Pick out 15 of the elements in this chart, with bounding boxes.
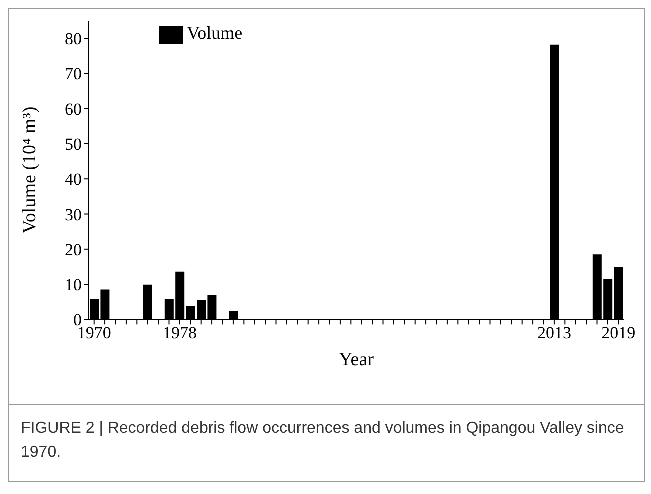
y-tick-label: 60 — [65, 100, 82, 119]
y-tick-label: 80 — [65, 30, 82, 49]
x-tick-label: 2019 — [602, 324, 636, 343]
legend-label: Volume — [187, 23, 243, 43]
x-tick-label: 2013 — [537, 324, 572, 343]
y-tick-label: 30 — [65, 205, 82, 224]
y-tick-label: 40 — [65, 170, 82, 190]
y-axis-title: Volume (10⁴ m³) — [20, 106, 41, 234]
x-axis-title: Year — [338, 350, 375, 371]
y-tick-label: 70 — [65, 64, 82, 84]
y-tick-label: 50 — [65, 135, 82, 154]
y-tick-label: 20 — [65, 240, 82, 260]
caption: FIGURE 2 | Recorded debris flow occurrences and volumes in Qipangou Valley since 1970. — [9, 404, 644, 481]
y-tick-label: 10 — [65, 276, 82, 295]
x-tick-label: 1978 — [162, 324, 197, 343]
